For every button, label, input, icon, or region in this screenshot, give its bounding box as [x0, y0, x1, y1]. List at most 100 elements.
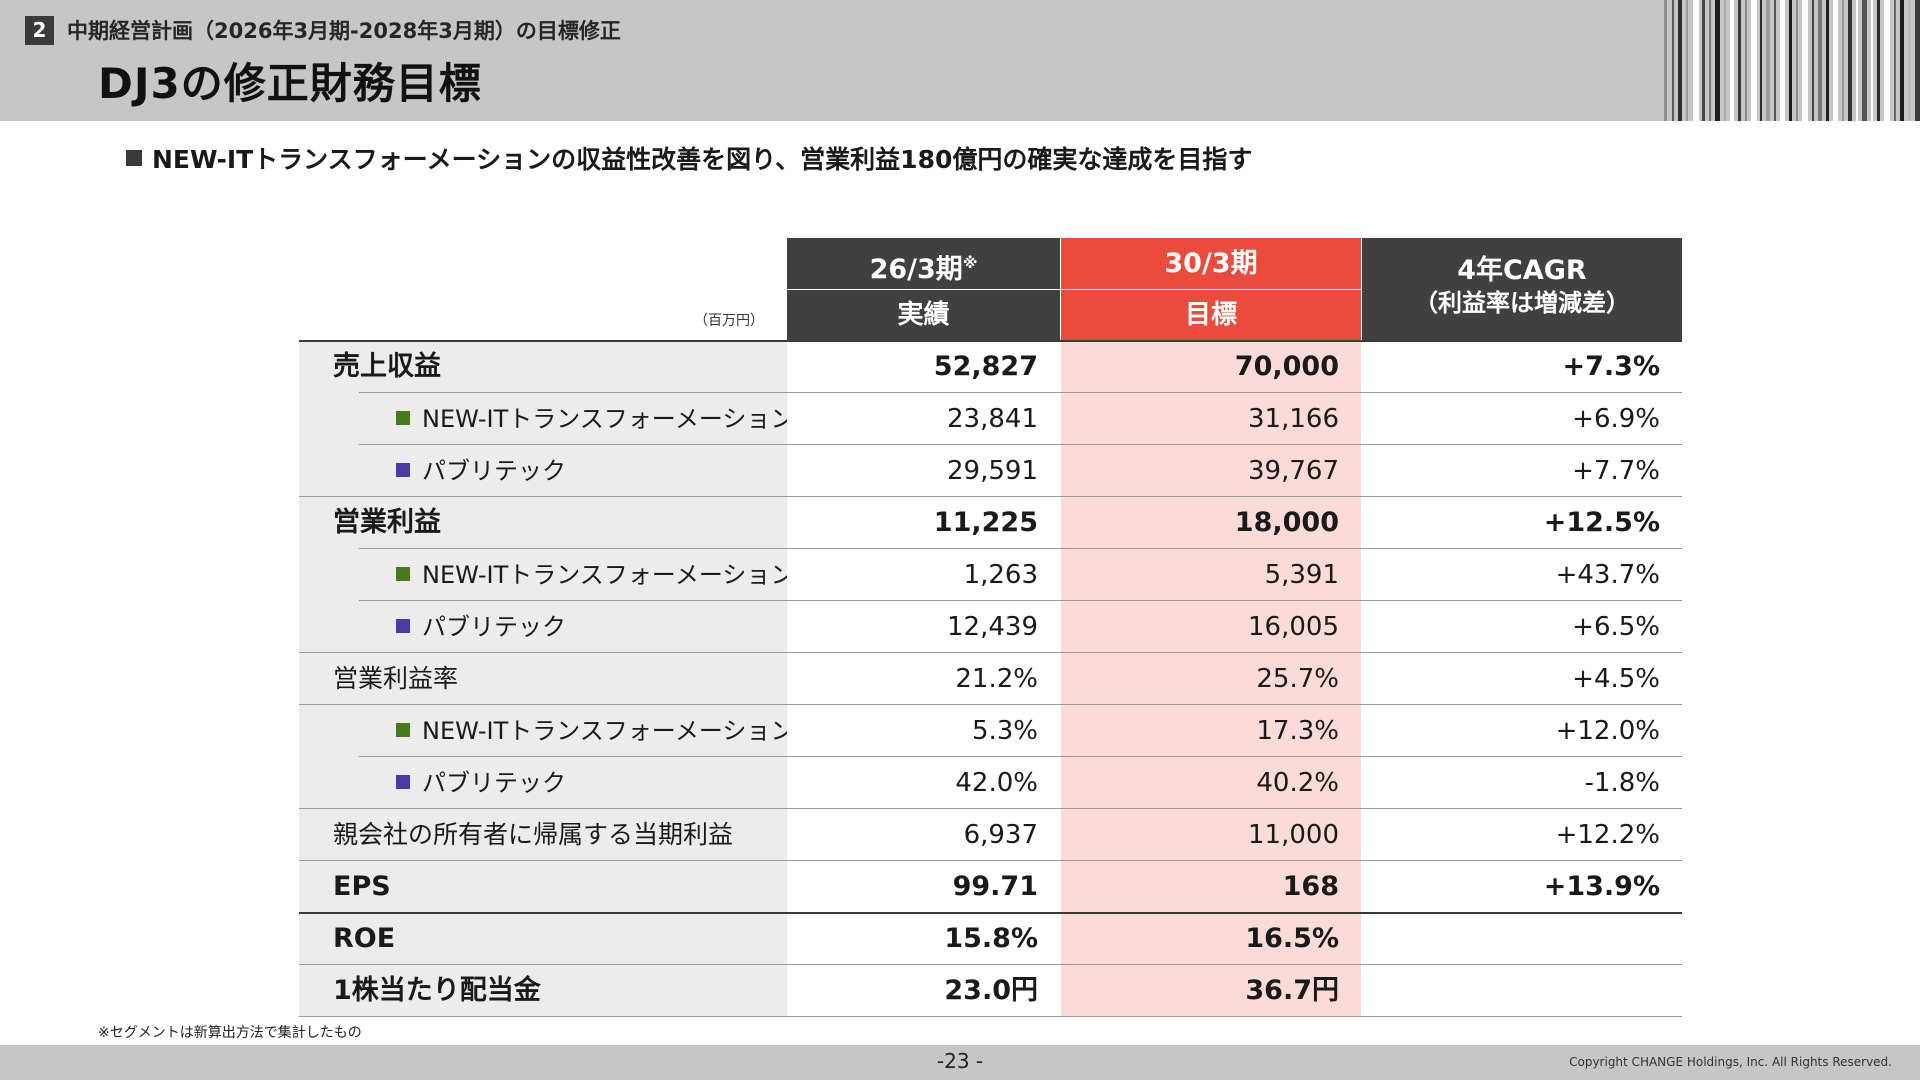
table-row: 1株当たり配当金 23.0円 36.7円 — [299, 965, 1682, 1017]
col1-header-top: 26/3期※ — [787, 238, 1060, 289]
target-value: 39,767 — [1061, 445, 1361, 497]
unit-label: （百万円） — [694, 313, 764, 329]
copyright: Copyright CHANGE Holdings, Inc. All Righ… — [1569, 1055, 1892, 1069]
footer-band — [0, 1045, 1920, 1080]
cagr-value — [1362, 965, 1682, 1017]
cagr-value: +7.7% — [1362, 445, 1682, 497]
section-number-badge: 2 — [25, 16, 54, 45]
row-divider — [299, 652, 1682, 653]
actual-value: 5.3% — [787, 705, 1060, 757]
col1-note-mark: ※ — [962, 254, 978, 272]
lead-text: NEW-ITトランスフォーメーションの収益性改善を図り、営業利益180億円の確実… — [152, 145, 1253, 174]
row-label-wrap: NEW-ITトランスフォーメーション — [396, 549, 794, 601]
row-divider — [299, 912, 1682, 914]
actual-value: 99.71 — [787, 861, 1060, 913]
row-label: パブリテック — [422, 457, 566, 485]
col1-header-bottom: 実績 — [787, 290, 1060, 340]
cagr-value — [1362, 913, 1682, 965]
cagr-value: +6.9% — [1362, 393, 1682, 445]
table-row: パブリテック 29,591 39,767 +7.7% — [299, 445, 1682, 497]
row-label-cell: 営業利益 — [299, 497, 787, 549]
row-label: 1株当たり配当金 — [333, 975, 541, 1006]
col3-header: 4年CAGR （利益率は増減差） — [1362, 238, 1682, 340]
row-label: 営業利益 — [333, 507, 441, 538]
row-label-cell: 1株当たり配当金 — [299, 965, 787, 1017]
actual-value: 23,841 — [787, 393, 1060, 445]
row-label-cell: ROE — [299, 913, 787, 965]
green-square-icon — [396, 411, 410, 425]
row-label-cell: パブリテック — [299, 445, 787, 497]
row-divider — [299, 340, 1682, 342]
cagr-value: +6.5% — [1362, 601, 1682, 653]
col2-header-top: 30/3期 — [1061, 238, 1361, 289]
row-divider — [299, 496, 1682, 497]
actual-value: 15.8% — [787, 913, 1060, 965]
row-label-cell: EPS — [299, 861, 787, 913]
green-square-icon — [396, 723, 410, 737]
col3-header-line1: 4年CAGR — [1457, 255, 1587, 286]
actual-value: 52,827 — [787, 341, 1060, 393]
target-value: 16,005 — [1061, 601, 1361, 653]
actual-value: 6,937 — [787, 809, 1060, 861]
target-value: 25.7% — [1061, 653, 1361, 705]
actual-value: 21.2% — [787, 653, 1060, 705]
actual-value: 23.0円 — [787, 965, 1060, 1017]
row-label-cell: 売上収益 — [299, 341, 787, 393]
col2-header-bottom: 目標 — [1061, 290, 1361, 340]
target-value: 16.5% — [1061, 913, 1361, 965]
actual-value: 11,225 — [787, 497, 1060, 549]
row-label-wrap: パブリテック — [396, 601, 566, 653]
table-row: 売上収益 52,827 70,000 +7.3% — [299, 341, 1682, 393]
row-label: NEW-ITトランスフォーメーション — [422, 405, 795, 433]
row-label-cell: NEW-ITトランスフォーメーション — [299, 705, 794, 757]
row-label-cell: パブリテック — [299, 601, 787, 653]
barcode-decoration — [1660, 0, 1920, 121]
cagr-value: +12.5% — [1362, 497, 1682, 549]
row-divider — [299, 808, 1682, 809]
row-label-wrap: パブリテック — [396, 445, 566, 497]
purple-square-icon — [396, 619, 410, 633]
actual-value: 42.0% — [787, 757, 1060, 809]
row-label-wrap: NEW-ITトランスフォーメーション — [396, 705, 794, 757]
square-bullet-icon — [126, 150, 142, 166]
row-label: 売上収益 — [333, 351, 441, 382]
table-row: パブリテック 12,439 16,005 +6.5% — [299, 601, 1682, 653]
cagr-value: +12.0% — [1362, 705, 1682, 757]
table-row: EPS 99.71 168 +13.9% — [299, 861, 1682, 913]
target-value: 168 — [1061, 861, 1361, 913]
row-divider — [359, 548, 1682, 549]
col1-period-label: 26/3期 — [869, 254, 963, 285]
target-value: 40.2% — [1061, 757, 1361, 809]
header-band — [0, 0, 1920, 121]
row-divider — [359, 756, 1682, 757]
row-label: パブリテック — [422, 613, 566, 641]
cagr-value: +7.3% — [1362, 341, 1682, 393]
row-divider — [359, 600, 1682, 601]
row-label: NEW-ITトランスフォーメーション — [422, 717, 795, 745]
actual-value: 29,591 — [787, 445, 1060, 497]
row-label: ROE — [333, 923, 396, 954]
row-divider — [299, 860, 1682, 861]
row-label-cell: NEW-ITトランスフォーメーション — [299, 393, 794, 445]
row-divider — [299, 964, 1682, 965]
cagr-value: +13.9% — [1362, 861, 1682, 913]
row-label: EPS — [333, 871, 391, 902]
green-square-icon — [396, 567, 410, 581]
footnote: ※セグメントは新算出方法で集計したもの — [98, 1025, 362, 1041]
row-divider — [359, 444, 1682, 445]
target-value: 31,166 — [1061, 393, 1361, 445]
row-label: 営業利益率 — [333, 664, 459, 693]
cagr-value: +12.2% — [1362, 809, 1682, 861]
section-title: 中期経営計画（2026年3月期-2028年3月期）の目標修正 — [67, 19, 621, 43]
table-row: 営業利益率 21.2% 25.7% +4.5% — [299, 653, 1682, 705]
row-divider — [299, 1016, 1682, 1017]
row-divider — [359, 392, 1682, 393]
row-label-cell: 営業利益率 — [299, 653, 787, 705]
row-divider — [299, 704, 1682, 705]
row-label: NEW-ITトランスフォーメーション — [422, 561, 795, 589]
target-value: 36.7円 — [1061, 965, 1361, 1017]
target-value: 5,391 — [1061, 549, 1361, 601]
row-label-wrap: パブリテック — [396, 757, 566, 809]
row-label: 親会社の所有者に帰属する当期利益 — [333, 820, 734, 849]
target-value: 11,000 — [1061, 809, 1361, 861]
